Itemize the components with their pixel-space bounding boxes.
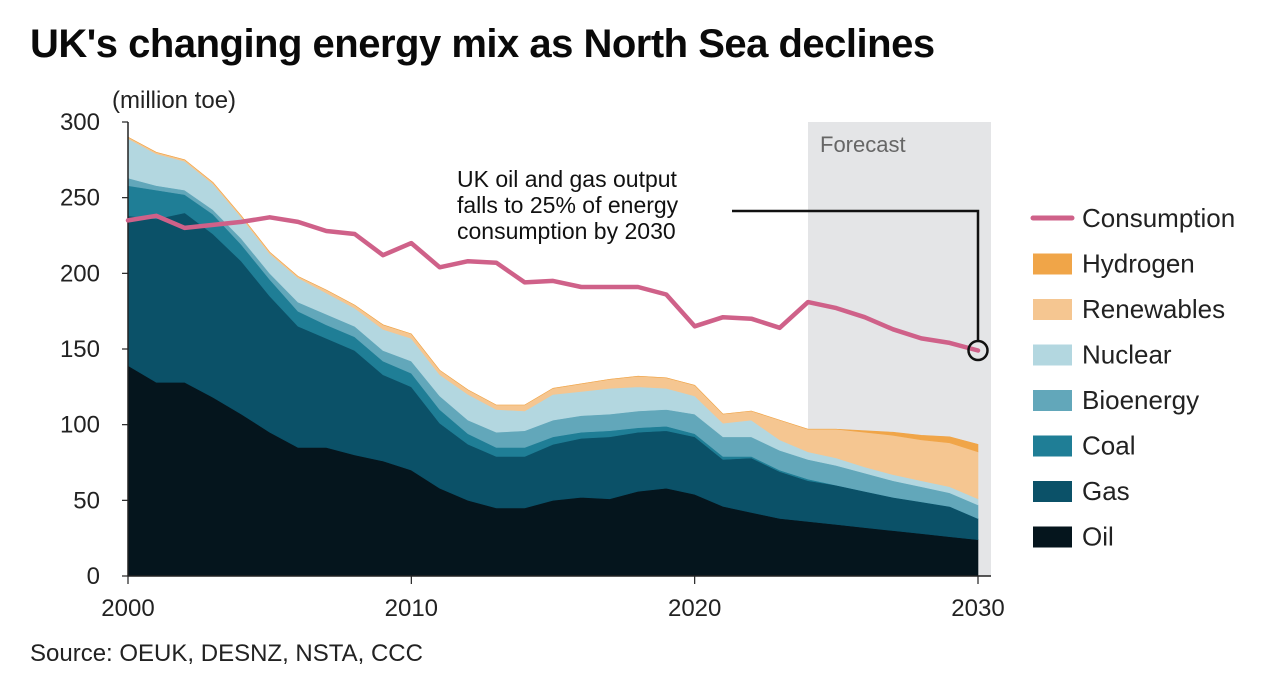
legend-label-bioenergy: Bioenergy: [1082, 385, 1199, 415]
y-tick-label: 150: [60, 336, 100, 363]
y-tick-label: 100: [60, 412, 100, 439]
annotation-circle: [967, 339, 989, 362]
consumption-series: [125, 213, 981, 353]
legend-swatch-renewables: [1033, 299, 1072, 320]
legend-label-nuclear: Nuclear: [1082, 340, 1172, 370]
y-tick-label: 200: [60, 260, 100, 287]
legend-label-renewables: Renewables: [1082, 294, 1225, 324]
stacked-areas: [127, 136, 979, 577]
legend-swatch-oil: [1033, 526, 1072, 548]
legend-swatch-gas: [1033, 481, 1072, 502]
legend-swatch-hydrogen: [1033, 253, 1072, 275]
x-tick-label: 2010: [385, 595, 438, 622]
legend-swatch-coal: [1033, 435, 1072, 457]
annotation-leader-line: [732, 209, 980, 341]
forecast-label: Forecast: [820, 132, 906, 157]
axes: 0 50 100 150 200 250 300 2000 2010 2020 2030: [60, 109, 1005, 622]
y-tick-label: 0: [87, 563, 100, 590]
area-hydrogen: [127, 136, 979, 453]
annotation-text-line: UK oil and gas output: [457, 166, 678, 192]
y-axis-unit-label: (million toe): [112, 87, 236, 114]
x-tick-label: 2020: [668, 595, 721, 622]
annotation-text-line: falls to 25% of energy: [457, 192, 679, 218]
annotation-text-line: consumption by 2030: [457, 218, 676, 244]
y-tick-label: 300: [60, 109, 100, 136]
legend-swatch-bioenergy: [1033, 390, 1072, 411]
legend-label-hydrogen: Hydrogen: [1082, 249, 1195, 279]
legend-label-oil: Oil: [1082, 522, 1114, 552]
legend-label-gas: Gas: [1082, 476, 1130, 506]
x-tick-label: 2000: [101, 595, 154, 622]
chart-title: UK's changing energy mix as North Sea de…: [30, 22, 935, 66]
legend: Consumption Hydrogen Renewables Nuclear Bioe…: [1030, 203, 1235, 552]
x-tick-label: 2030: [951, 595, 1004, 622]
y-tick-label: 50: [73, 487, 100, 514]
legend-label-consumption: Consumption: [1082, 203, 1235, 233]
consumption-line: [125, 213, 981, 353]
source-note: Source: OEUK, DESNZ, NSTA, CCC: [30, 640, 423, 667]
y-tick-label: 250: [60, 185, 100, 212]
legend-label-coal: Coal: [1082, 431, 1135, 461]
legend-swatch-nuclear: [1033, 344, 1072, 366]
